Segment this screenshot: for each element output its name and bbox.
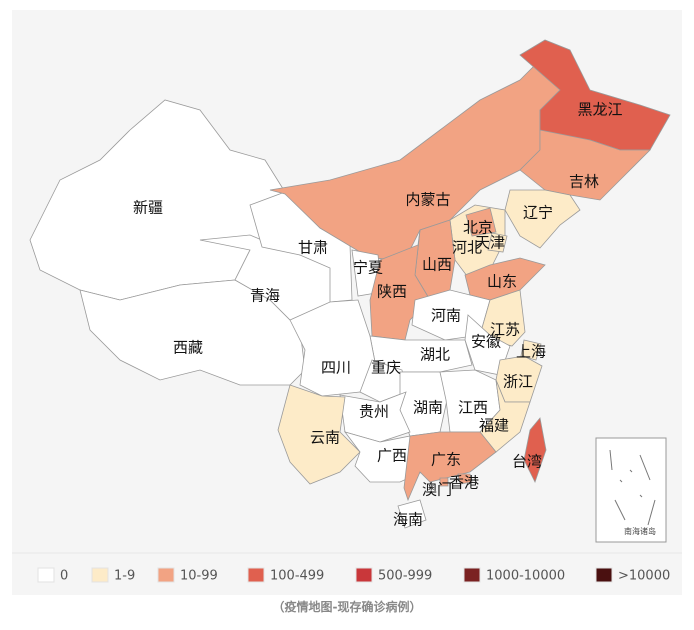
legend-swatch	[91, 567, 109, 583]
province	[504, 189, 581, 249]
inset-label: 南海诸岛	[624, 526, 656, 536]
inset: 南海诸岛	[595, 437, 667, 543]
province-label: 吉林	[569, 173, 599, 191]
province-label: 云南	[310, 429, 340, 447]
province-label: 重庆	[371, 359, 401, 377]
province-label: 上海	[516, 343, 546, 361]
inset-islands	[609, 449, 656, 526]
province	[457, 473, 473, 485]
legend-label: 1-9	[114, 569, 135, 584]
province	[79, 279, 306, 386]
caption: （疫情地图-现存确诊病例）	[273, 599, 422, 614]
province-label: 山西	[422, 256, 452, 274]
province-label: 安徽	[471, 333, 501, 351]
province-label: 台湾	[512, 453, 542, 471]
legend-swatch	[355, 567, 373, 583]
legend-label: 100-499	[270, 569, 324, 584]
province-label: 广西	[377, 447, 407, 465]
province	[523, 417, 547, 484]
legend-label: 1000-10000	[486, 569, 565, 584]
province-label: 河北	[452, 239, 482, 257]
inset-frame	[595, 437, 667, 543]
regions	[29, 39, 671, 529]
legend-label: 0	[60, 569, 68, 584]
province-label: 宁夏	[353, 259, 383, 277]
province-label: 辽宁	[523, 204, 553, 222]
province-label: 浙江	[503, 373, 533, 391]
province-label: 贵州	[359, 403, 389, 421]
province-label: 四川	[321, 359, 351, 377]
province	[397, 499, 427, 529]
province-label: 北京	[463, 219, 493, 237]
province-label: 江苏	[490, 321, 520, 339]
legend-swatch	[463, 567, 481, 583]
province-label: 青海	[250, 287, 280, 305]
province	[403, 431, 497, 502]
province	[465, 207, 497, 237]
province-label: 湖南	[413, 399, 443, 417]
province-label: 西藏	[173, 339, 203, 357]
province	[520, 339, 542, 361]
province-label: 天津	[475, 234, 505, 252]
province-label: 黑龙江	[577, 101, 622, 119]
province-label: 山东	[487, 273, 517, 291]
province-label: 新疆	[133, 199, 163, 217]
province-label: 湖北	[420, 346, 450, 364]
province	[519, 129, 651, 201]
legend-swatch	[595, 567, 613, 583]
province	[479, 379, 531, 453]
province-label: 甘肃	[298, 239, 328, 257]
province-label: 香港	[449, 474, 479, 492]
legend-label: >10000	[618, 569, 670, 584]
province-label: 陕西	[377, 283, 407, 301]
legend-label: 500-999	[378, 569, 432, 584]
province-label: 江西	[458, 399, 488, 417]
province	[439, 477, 449, 487]
legend-swatch	[157, 567, 175, 583]
province-label: 广东	[431, 451, 461, 469]
province-label: 河南	[431, 307, 461, 325]
province-label: 海南	[393, 511, 423, 529]
province	[277, 384, 361, 485]
province-label: 澳门	[422, 481, 452, 499]
legend-swatch	[247, 567, 265, 583]
legend-swatch	[37, 567, 55, 583]
province-label: 福建	[479, 417, 509, 435]
province-label: 内蒙古	[405, 191, 450, 209]
legend: 0 1-9 10-99 100-499 500-999 1000-10000 >10000	[37, 567, 670, 584]
province	[343, 431, 423, 483]
province	[487, 232, 508, 253]
legend-label: 10-99	[180, 569, 218, 584]
